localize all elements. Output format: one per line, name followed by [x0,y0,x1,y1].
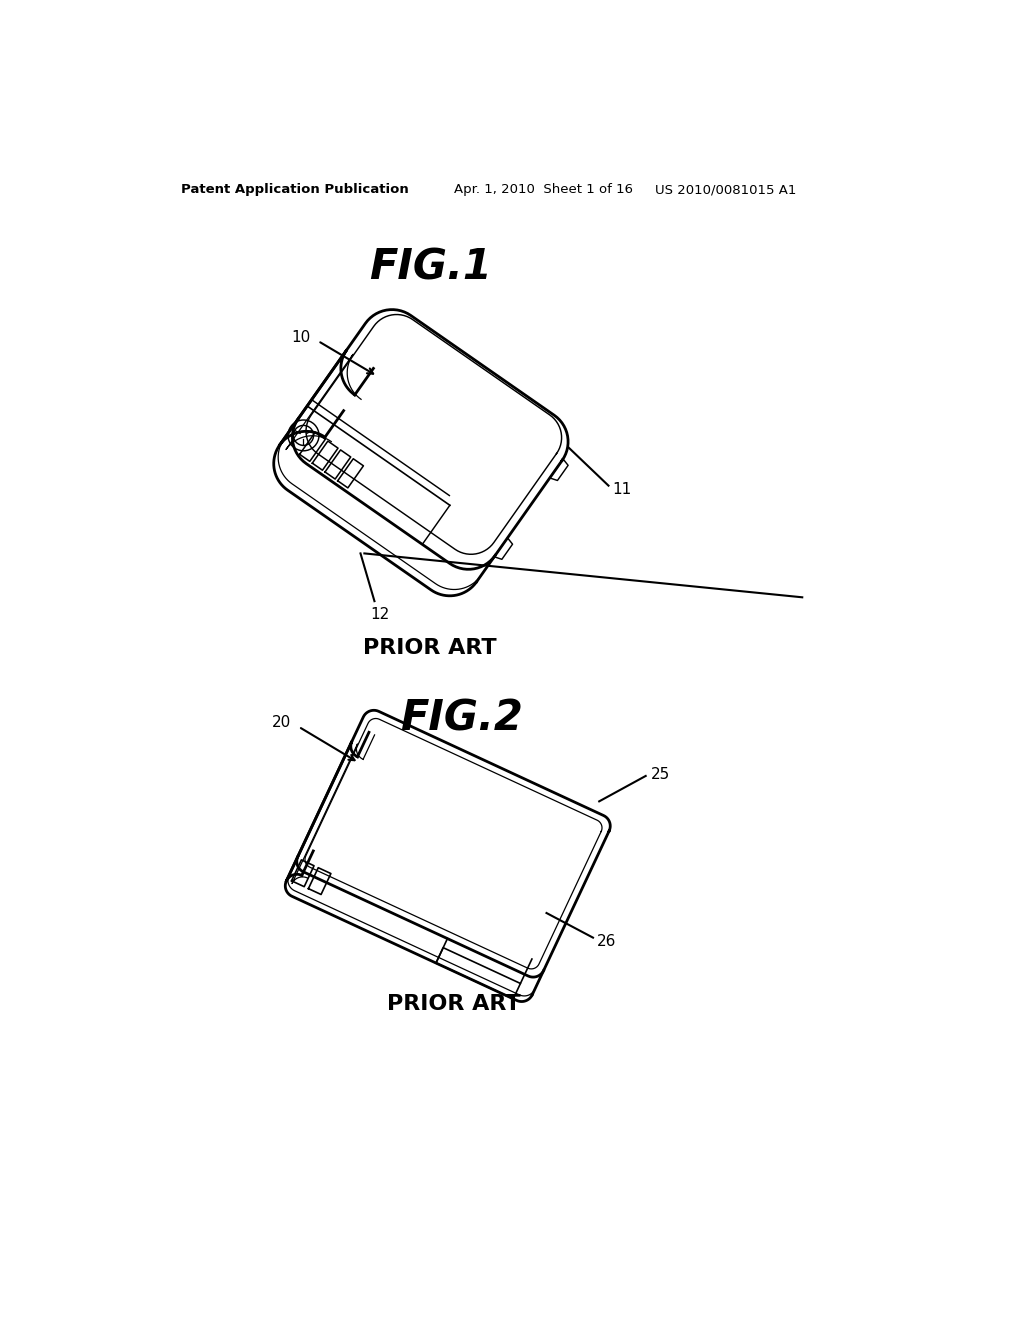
Text: PRIOR ART: PRIOR ART [387,994,520,1014]
Text: 11: 11 [612,482,632,498]
Text: US 2010/0081015 A1: US 2010/0081015 A1 [655,183,797,197]
Text: 26: 26 [597,935,616,949]
Text: 20: 20 [271,715,291,730]
Text: Patent Application Publication: Patent Application Publication [180,183,409,197]
Text: Apr. 1, 2010  Sheet 1 of 16: Apr. 1, 2010 Sheet 1 of 16 [454,183,633,197]
Text: 12: 12 [371,607,389,622]
Text: 10: 10 [291,330,310,345]
Text: 25: 25 [651,767,671,781]
Text: PRIOR ART: PRIOR ART [364,638,497,659]
Text: FIG.2: FIG.2 [399,697,522,739]
Text: FIG.1: FIG.1 [369,247,492,289]
